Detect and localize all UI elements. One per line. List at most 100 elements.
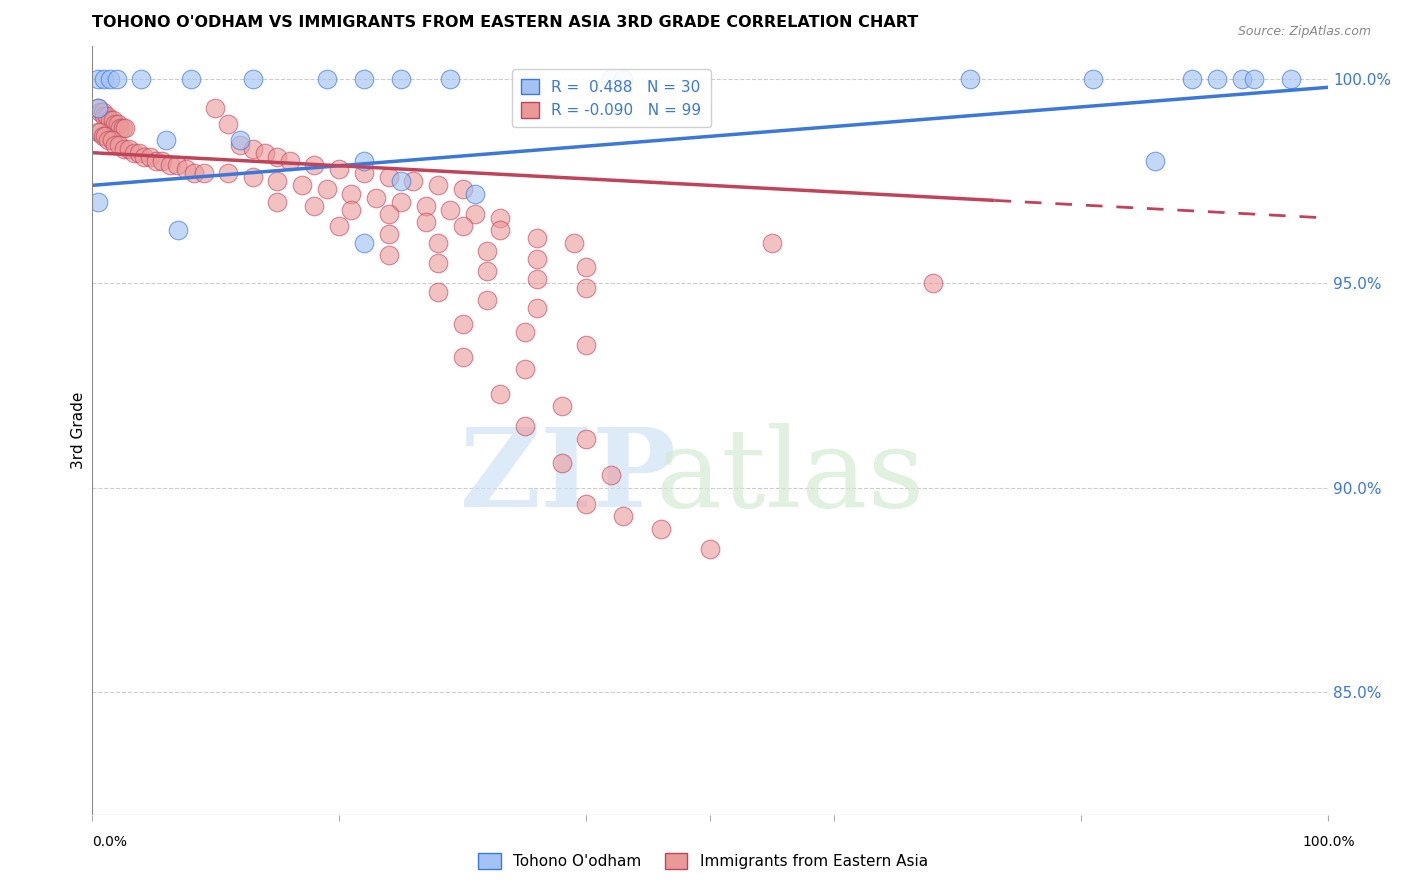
Point — [100, 133, 122, 147]
Point — [266, 150, 288, 164]
Point — [87, 125, 110, 139]
Point — [526, 272, 548, 286]
Point — [526, 231, 548, 245]
Point — [377, 227, 399, 242]
Point — [183, 166, 205, 180]
Text: Source: ZipAtlas.com: Source: ZipAtlas.com — [1237, 25, 1371, 38]
Point — [477, 244, 499, 258]
Point — [477, 293, 499, 307]
Point — [1243, 72, 1265, 87]
Point — [96, 109, 118, 123]
Point — [377, 248, 399, 262]
Point — [242, 72, 264, 87]
Point — [575, 432, 598, 446]
Point — [150, 153, 173, 168]
Point — [439, 72, 461, 87]
Point — [253, 145, 276, 160]
Point — [761, 235, 783, 250]
Point — [575, 260, 598, 274]
Point — [132, 150, 155, 164]
Text: 0.0%: 0.0% — [93, 835, 127, 848]
Point — [377, 207, 399, 221]
Legend: R =  0.488   N = 30, R = -0.090   N = 99: R = 0.488 N = 30, R = -0.090 N = 99 — [512, 70, 710, 128]
Point — [1205, 72, 1227, 87]
Point — [217, 117, 239, 131]
Point — [328, 219, 350, 234]
Point — [377, 170, 399, 185]
Point — [612, 509, 634, 524]
Point — [304, 158, 326, 172]
Point — [118, 142, 141, 156]
Point — [204, 101, 226, 115]
Point — [427, 235, 450, 250]
Point — [193, 166, 215, 180]
Point — [87, 72, 110, 87]
Point — [139, 150, 162, 164]
Point — [600, 468, 623, 483]
Point — [921, 277, 943, 291]
Point — [129, 72, 152, 87]
Point — [93, 72, 115, 87]
Point — [650, 522, 672, 536]
Point — [389, 174, 412, 188]
Point — [513, 419, 536, 434]
Point — [328, 161, 350, 176]
Point — [959, 72, 981, 87]
Point — [107, 117, 129, 131]
Point — [488, 211, 510, 225]
Point — [488, 223, 510, 237]
Point — [389, 194, 412, 209]
Point — [427, 178, 450, 193]
Point — [562, 235, 585, 250]
Point — [242, 170, 264, 185]
Point — [87, 101, 110, 115]
Point — [451, 182, 474, 196]
Point — [91, 104, 114, 119]
Point — [699, 541, 721, 556]
Point — [427, 256, 450, 270]
Point — [464, 186, 486, 201]
Point — [166, 158, 188, 172]
Point — [340, 202, 363, 217]
Point — [266, 194, 288, 209]
Point — [108, 137, 131, 152]
Point — [159, 158, 181, 172]
Point — [575, 337, 598, 351]
Point — [89, 104, 111, 119]
Point — [91, 129, 114, 144]
Point — [550, 399, 572, 413]
Point — [128, 145, 150, 160]
Point — [145, 153, 167, 168]
Point — [1230, 72, 1253, 87]
Point — [87, 194, 110, 209]
Point — [526, 252, 548, 266]
Point — [353, 235, 375, 250]
Text: ZIP: ZIP — [460, 423, 676, 530]
Point — [266, 174, 288, 188]
Point — [98, 113, 121, 128]
Point — [114, 121, 136, 136]
Point — [353, 166, 375, 180]
Point — [415, 215, 437, 229]
Point — [291, 178, 314, 193]
Point — [104, 137, 127, 152]
Point — [105, 72, 128, 87]
Point — [229, 133, 252, 147]
Point — [575, 497, 598, 511]
Point — [110, 121, 132, 136]
Point — [93, 109, 115, 123]
Point — [451, 219, 474, 234]
Point — [353, 153, 375, 168]
Point — [229, 137, 252, 152]
Point — [427, 285, 450, 299]
Point — [1279, 72, 1302, 87]
Point — [180, 72, 202, 87]
Point — [575, 280, 598, 294]
Point — [87, 101, 110, 115]
Point — [278, 153, 301, 168]
Point — [340, 186, 363, 201]
Point — [402, 174, 425, 188]
Point — [1083, 72, 1105, 87]
Point — [104, 117, 127, 131]
Point — [111, 121, 134, 136]
